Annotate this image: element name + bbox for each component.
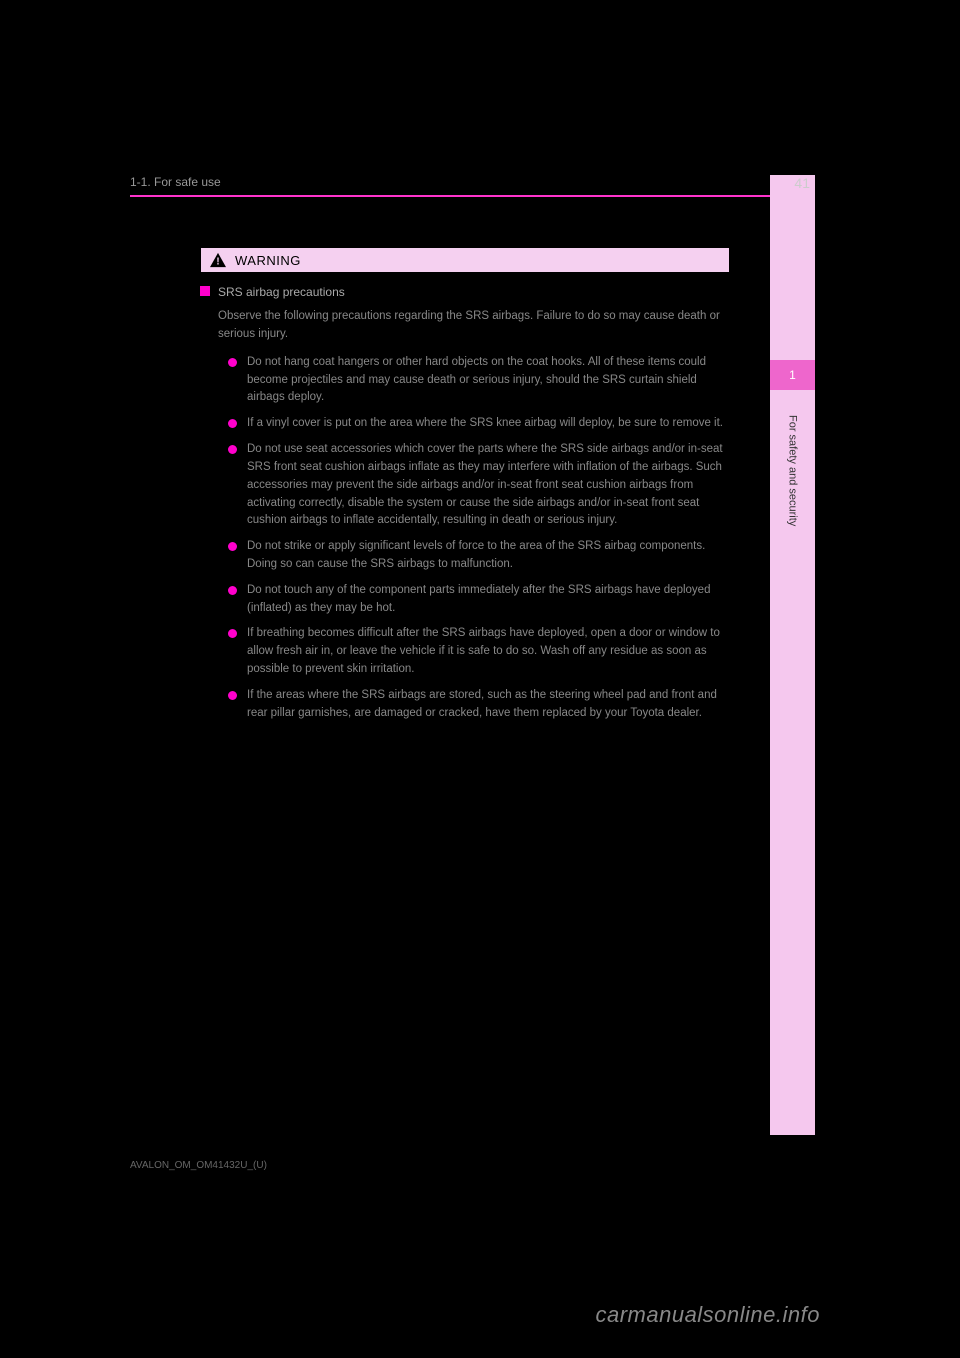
chapter-tab: 1 <box>770 360 815 390</box>
bullet-text: Do not touch any of the component parts … <box>247 582 730 618</box>
bullet-item: Do not hang coat hangers or other hard o… <box>228 354 730 407</box>
warning-content-body: SRS airbag precautions Observe the follo… <box>200 273 730 740</box>
section-path: 1-1. For safe use <box>130 175 221 189</box>
page-content: 41 1-1. For safe use ! WARNING SRS airba… <box>130 175 770 1171</box>
svg-text:!: ! <box>216 256 219 267</box>
round-bullet-icon <box>228 358 237 367</box>
page-number: 41 <box>794 175 810 191</box>
watermark: carmanualsonline.info <box>595 1302 820 1328</box>
page-header: 1-1. For safe use <box>130 175 770 197</box>
warning-triangle-icon: ! <box>209 252 227 268</box>
bullet-item: If a vinyl cover is put on the area wher… <box>228 415 730 433</box>
bullet-text: Do not hang coat hangers or other hard o… <box>247 354 730 407</box>
warning-section-heading: SRS airbag precautions <box>218 283 345 302</box>
round-bullet-icon <box>228 629 237 638</box>
chapter-title-vertical: For safety and security <box>787 415 799 526</box>
round-bullet-icon <box>228 586 237 595</box>
bullet-text: Do not use seat accessories which cover … <box>247 441 730 530</box>
square-bullet-icon <box>200 286 210 296</box>
bullet-text: If the areas where the SRS airbags are s… <box>247 687 730 723</box>
round-bullet-icon <box>228 691 237 700</box>
chapter-sidebar: 1 For safety and security <box>770 175 815 1135</box>
bullet-item: Do not touch any of the component parts … <box>228 582 730 618</box>
chapter-number: 1 <box>789 368 796 382</box>
warning-section-heading-row: SRS airbag precautions <box>200 283 730 302</box>
warning-label: WARNING <box>235 253 301 268</box>
bullet-item: If the areas where the SRS airbags are s… <box>228 687 730 723</box>
bullet-item: Do not strike or apply significant level… <box>228 538 730 574</box>
round-bullet-icon <box>228 542 237 551</box>
bullet-text: If a vinyl cover is put on the area wher… <box>247 415 730 433</box>
bullet-item: If breathing becomes difficult after the… <box>228 625 730 678</box>
bullet-item: Do not use seat accessories which cover … <box>228 441 730 530</box>
bullet-text: Do not strike or apply significant level… <box>247 538 730 574</box>
manual-reference: AVALON_OM_OM41432U_(U) <box>130 1160 770 1171</box>
round-bullet-icon <box>228 445 237 454</box>
bullet-text: If breathing becomes difficult after the… <box>247 625 730 678</box>
warning-box-header: ! WARNING <box>200 247 730 273</box>
round-bullet-icon <box>228 419 237 428</box>
intro-paragraph: Observe the following precautions regard… <box>218 308 730 344</box>
